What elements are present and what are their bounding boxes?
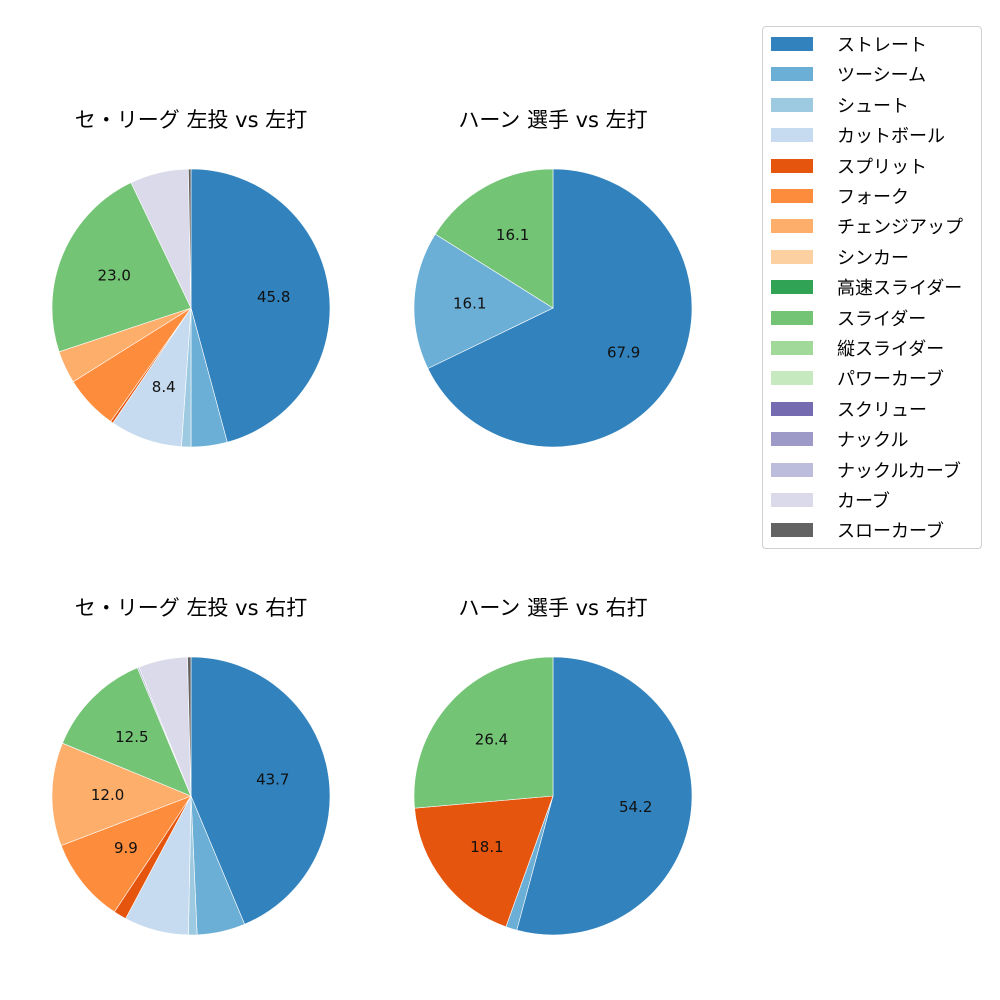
legend-item: スクリュー: [771, 399, 927, 421]
pie-slice: [51, 742, 192, 846]
legend-label: ナックル: [837, 430, 909, 452]
legend-label: スローカーブ: [837, 521, 944, 543]
pie-slice: [187, 656, 192, 797]
legend-item: チェンジアップ: [771, 216, 963, 239]
legend-item: ナックル: [771, 429, 909, 452]
pie-slice: [414, 795, 554, 928]
pie-slice: [413, 656, 554, 809]
legend-swatch: [771, 310, 813, 325]
slice-percent-label: 16.1: [453, 294, 486, 312]
legend-item: ストレート: [771, 34, 927, 56]
legend-label: チェンジアップ: [837, 217, 963, 239]
legend-swatch: [771, 341, 813, 355]
legend-swatch: [771, 523, 813, 538]
legend-swatch: [771, 249, 813, 264]
legend-label: カーブ: [837, 491, 890, 512]
legend-swatch: [771, 432, 813, 447]
legend-label: ナックルカーブ: [837, 460, 961, 482]
legend-item: ツーシーム: [771, 64, 927, 87]
legend: ストレートツーシームシュートカットボール スプリットフォークチェンジアップ シンカー…: [762, 26, 982, 549]
legend-item: スライダー: [771, 308, 927, 330]
slice-percent-label: 43.7: [256, 771, 289, 789]
legend-swatch: [771, 67, 813, 82]
pie-slice: [51, 182, 192, 353]
slice-percent-label: 45.8: [257, 288, 290, 306]
pie-slice: [516, 656, 693, 936]
chart-title-league-vs-right: セ・リーグ 左投 vs 右打: [74, 596, 308, 620]
chart-title-hahn-vs-right: ハーン 選手 vs 右打: [458, 596, 648, 620]
pie-slice: [60, 795, 192, 913]
pie-slice: [190, 656, 331, 925]
pie-slice: [434, 168, 554, 309]
legend-item: シンカー: [771, 247, 909, 269]
legend-swatch: [771, 128, 813, 143]
legend-item: カットボール: [771, 125, 945, 148]
legend-label: シンカー: [837, 247, 909, 269]
legend-swatch: [771, 280, 813, 295]
slice-percent-label: 9.9: [114, 839, 138, 857]
legend-label: スライダー: [837, 308, 927, 330]
legend-item: フォーク: [771, 186, 909, 208]
legend-swatch: [771, 371, 813, 386]
chart-title-league-vs-left: セ・リーグ 左投 vs 左打: [74, 108, 308, 132]
legend-label: ストレート: [837, 35, 927, 56]
legend-label: カットボール: [837, 126, 945, 148]
legend-item: シュート: [771, 95, 909, 117]
legend-swatch: [771, 401, 813, 416]
legend-label: スクリュー: [837, 399, 927, 421]
pie-slice: [413, 233, 554, 369]
legend-swatch: [771, 462, 813, 477]
legend-swatch: [771, 219, 813, 234]
legend-label: フォーク: [837, 187, 909, 208]
slice-percent-label: 18.1: [470, 838, 503, 856]
legend-swatch: [771, 189, 813, 203]
legend-item: スローカーブ: [771, 520, 944, 543]
pie-slice: [62, 667, 192, 797]
legend-label: 縦スライダー: [837, 339, 945, 360]
legend-swatch: [771, 493, 813, 507]
slice-percent-label: 26.4: [475, 731, 508, 749]
legend-label: スプリット: [837, 156, 927, 178]
legend-label: シュート: [837, 95, 909, 117]
legend-swatch: [771, 97, 813, 112]
legend-swatch: [771, 37, 813, 51]
slice-percent-label: 67.9: [607, 343, 640, 361]
chart-title-hahn-vs-left: ハーン 選手 vs 左打: [458, 108, 648, 132]
legend-item: カーブ: [771, 490, 890, 512]
legend-label: ツーシーム: [837, 65, 927, 87]
slice-percent-label: 12.5: [115, 728, 148, 746]
legend-swatch: [771, 158, 813, 173]
legend-item: スプリット: [771, 156, 927, 178]
legend-item: 縦スライダー: [771, 338, 945, 360]
pie-slice: [427, 168, 693, 448]
slice-percent-label: 23.0: [98, 266, 131, 284]
slice-percent-label: 12.0: [91, 786, 124, 804]
pie-slice: [190, 168, 331, 443]
slice-percent-label: 16.1: [496, 226, 529, 244]
legend-item: パワーカーブ: [771, 368, 944, 391]
legend-label: パワーカーブ: [837, 369, 944, 391]
pie-slice: [188, 168, 192, 309]
legend-item: 高速スライダー: [771, 277, 963, 300]
slice-percent-label: 8.4: [152, 378, 176, 396]
legend-item: ナックルカーブ: [771, 460, 961, 482]
legend-label: 高速スライダー: [837, 278, 963, 300]
slice-percent-label: 54.2: [619, 798, 652, 816]
